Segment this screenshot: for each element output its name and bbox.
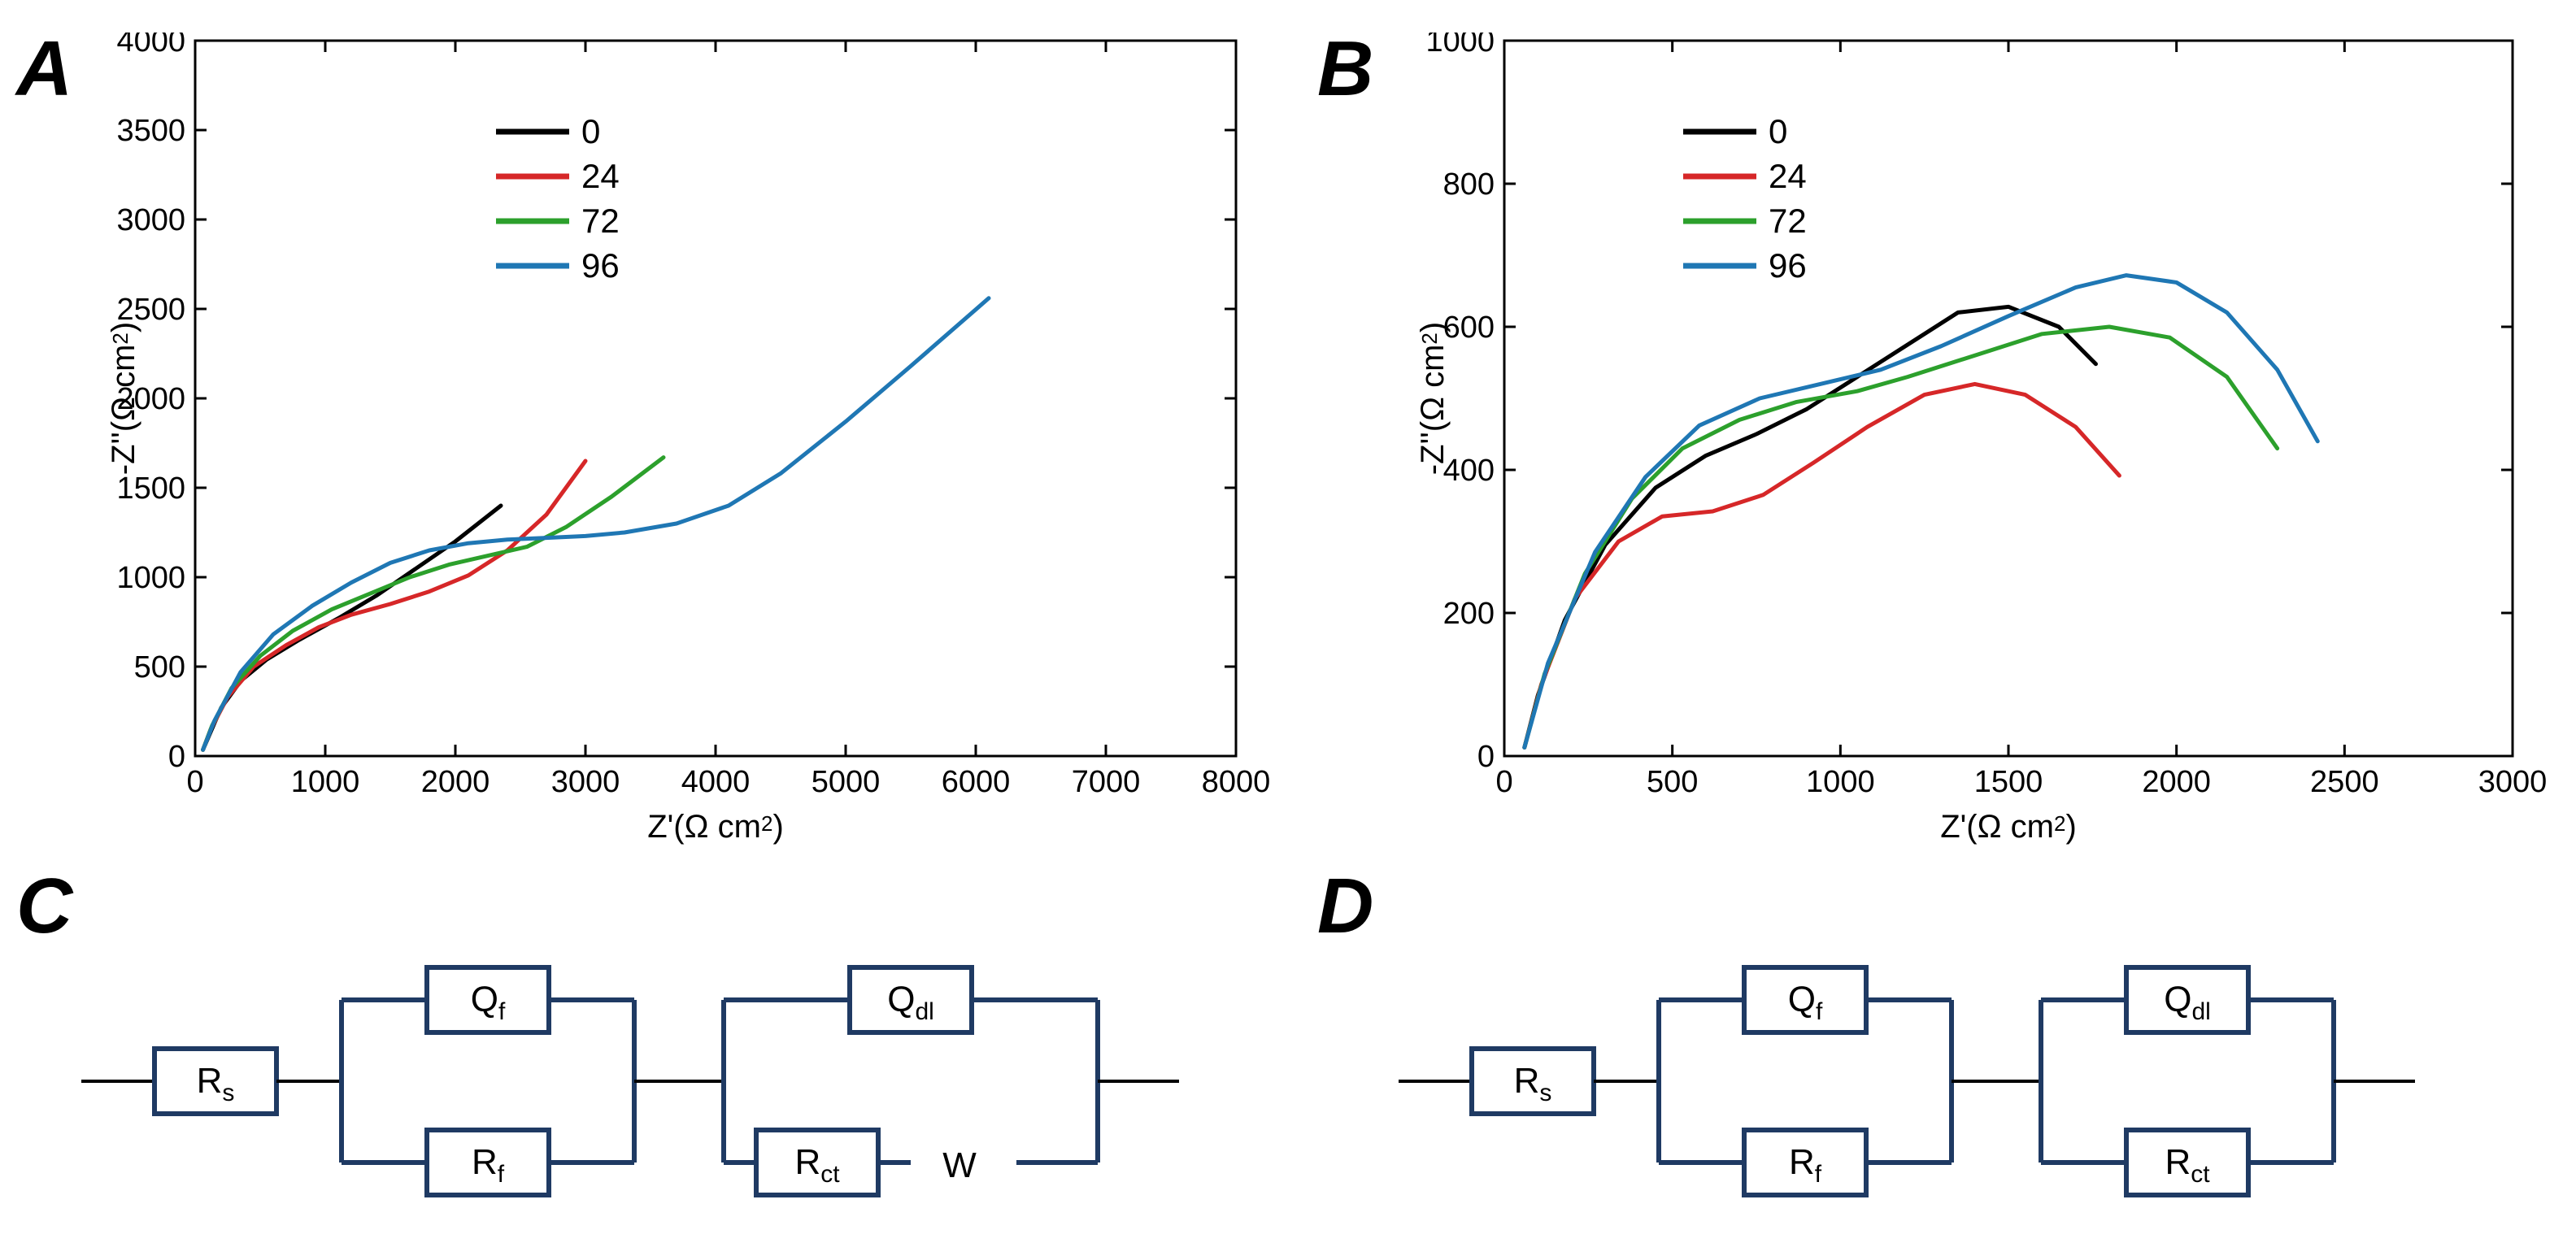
panel-b-label: B (1317, 24, 1373, 114)
svg-text:8000: 8000 (1202, 765, 1271, 799)
svg-text:0: 0 (1477, 740, 1495, 774)
svg-text:Z'(Ω cm2): Z'(Ω cm2) (647, 809, 784, 845)
svg-text:0: 0 (1769, 112, 1787, 150)
svg-text:24: 24 (581, 157, 620, 195)
svg-text:1000: 1000 (1806, 765, 1875, 799)
panel-a-ylabel: -Z''(Ω cm2) (98, 41, 163, 756)
svg-text:0: 0 (186, 765, 203, 799)
svg-text:-Z''(Ω cm2): -Z''(Ω cm2) (106, 322, 141, 475)
svg-text:0: 0 (168, 740, 185, 774)
panel-b-plot: 0500100015002000250030000200400600800100… (1415, 33, 2553, 813)
svg-text:3000: 3000 (2478, 765, 2548, 799)
svg-text:24: 24 (1769, 157, 1807, 195)
svg-text:500: 500 (1647, 765, 1698, 799)
svg-text:2000: 2000 (2142, 765, 2211, 799)
svg-text:4000: 4000 (681, 765, 751, 799)
panel-c-label: C (16, 862, 72, 951)
svg-text:96: 96 (581, 246, 620, 285)
svg-text:W: W (942, 1145, 977, 1185)
svg-text:7000: 7000 (1072, 765, 1141, 799)
figure-root: A B C D 01000200030004000500060007000800… (0, 0, 2576, 1256)
panel-a-svg: 0100020003000400050006000700080000500100… (106, 33, 1277, 813)
svg-text:2000: 2000 (421, 765, 490, 799)
panel-a-plot: 0100020003000400050006000700080000500100… (106, 33, 1277, 813)
svg-text:Z'(Ω cm2): Z'(Ω cm2) (1940, 809, 2077, 845)
panel-b-svg: 0500100015002000250030000200400600800100… (1415, 33, 2553, 813)
svg-text:96: 96 (1769, 246, 1807, 285)
panel-d-circuit: RsQfRfQdlRct (1382, 927, 2553, 1236)
svg-text:2500: 2500 (2310, 765, 2379, 799)
svg-text:6000: 6000 (942, 765, 1011, 799)
panel-b-xlabel: Z'(Ω cm2) (1504, 801, 2513, 858)
svg-text:-Z''(Ω cm2): -Z''(Ω cm2) (1415, 322, 1451, 475)
svg-text:5000: 5000 (812, 765, 881, 799)
panel-c-circuit: RsQfRfQdlRctW (65, 927, 1268, 1236)
panel-a-label: A (16, 24, 72, 114)
svg-text:72: 72 (1769, 202, 1807, 240)
svg-text:1000: 1000 (291, 765, 360, 799)
svg-text:72: 72 (581, 202, 620, 240)
svg-text:0: 0 (581, 112, 600, 150)
panel-a-xlabel: Z'(Ω cm2) (195, 801, 1236, 858)
panel-d-label: D (1317, 862, 1373, 951)
svg-text:3000: 3000 (551, 765, 620, 799)
svg-text:1500: 1500 (1974, 765, 2043, 799)
panel-b-ylabel: -Z''(Ω cm2) (1407, 41, 1472, 756)
svg-text:0: 0 (1495, 765, 1512, 799)
